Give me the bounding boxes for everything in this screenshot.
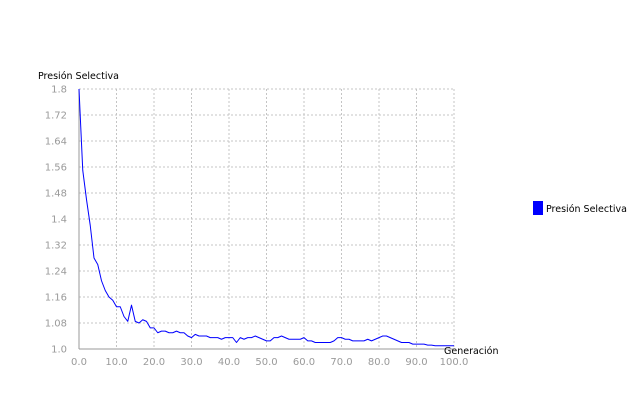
- x-tick-label: 70.0: [330, 357, 352, 368]
- y-axis-label: Presión Selectiva: [38, 71, 119, 82]
- x-tick-label: 100.0: [440, 357, 469, 368]
- y-tick-label: 1.48: [45, 189, 67, 200]
- x-axis-ticks: 0.0 10.0 20.0 30.0 40.0 50.0 60.0 70.0 80.0 90.0 1…: [71, 357, 468, 368]
- legend-label: Presión Selectiva: [546, 204, 627, 215]
- series-layer: [78, 88, 454, 347]
- x-tick-label: 0.0: [71, 357, 87, 368]
- y-tick-label: 1.08: [45, 319, 67, 330]
- x-tick-label: 20.0: [143, 357, 165, 368]
- x-tick-label: 80.0: [368, 357, 390, 368]
- x-tick-label: 40.0: [218, 357, 240, 368]
- x-tick-label: 30.0: [180, 357, 202, 368]
- y-tick-label: 1.64: [45, 137, 67, 148]
- legend-swatch: [533, 201, 543, 215]
- y-tick-label: 1.4: [51, 215, 67, 226]
- y-tick-label: 1.16: [45, 293, 67, 304]
- x-axis-label: Generación: [444, 346, 499, 357]
- y-tick-label: 1.24: [45, 267, 67, 278]
- legend: Presión Selectiva: [533, 201, 627, 215]
- y-tick-label: 1.32: [45, 241, 67, 252]
- x-tick-label: 50.0: [255, 357, 277, 368]
- series-line: [78, 88, 454, 347]
- y-tick-label: 1.0: [51, 345, 67, 356]
- y-tick-label: 1.8: [51, 85, 67, 96]
- x-tick-label: 90.0: [405, 357, 427, 368]
- y-tick-label: 1.56: [45, 163, 67, 174]
- x-tick-label: 10.0: [105, 357, 127, 368]
- y-axis-ticks: 1.0 1.08 1.16 1.24 1.32 1.4 1.48 1.56 1.64 1.72 1.…: [45, 85, 67, 356]
- y-tick-label: 1.72: [45, 111, 67, 122]
- grid: [78, 88, 455, 350]
- x-tick-label: 60.0: [293, 357, 315, 368]
